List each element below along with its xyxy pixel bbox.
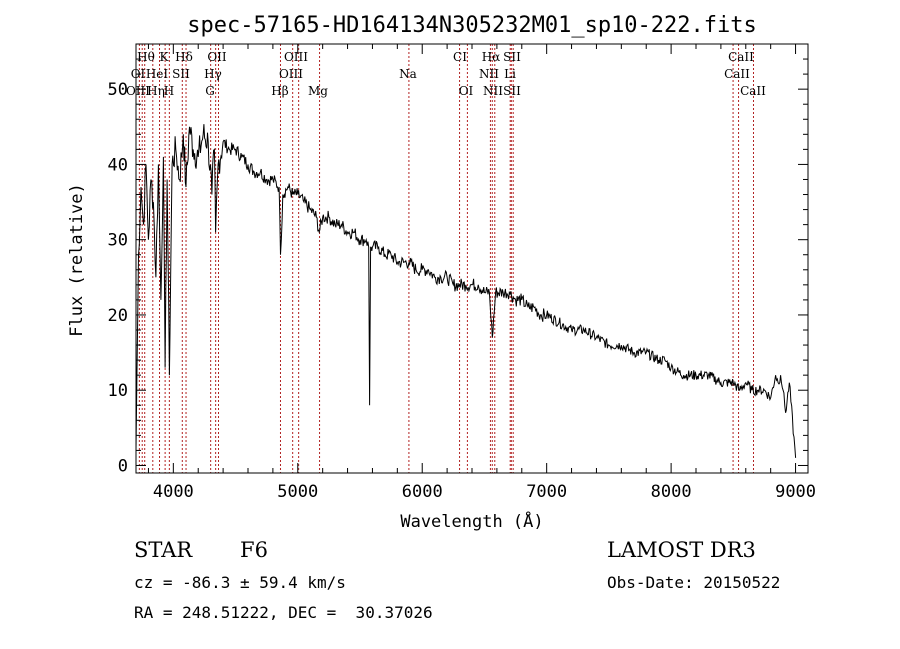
line-label: CaII [740,84,766,98]
x-tick-label: 8000 [651,482,692,502]
survey-name: LAMOST DR3 [607,538,756,562]
x-axis-ticks: 4000 5000 6000 7000 8000 9000 [147,44,816,502]
y-tick-label: 10 [108,381,128,401]
line-label: SII [503,84,521,98]
y-tick-label: 40 [108,155,128,175]
line-label: OIII [126,84,150,98]
line-label: OI [459,84,474,98]
coordinates: RA = 248.51222, DEC = 30.37026 [134,603,433,622]
line-label: H [164,84,174,98]
redshift-cz: cz = -86.3 ± 59.4 km/s [134,573,346,592]
x-tick-label: 7000 [526,482,567,502]
x-axis-label: Wavelength (Å) [400,510,543,532]
line-label: Hθ [137,50,155,64]
line-label: Hβ [271,84,288,98]
line-label: NII [483,84,503,98]
x-tick-label: 6000 [402,482,443,502]
line-label: K [160,50,170,64]
y-tick-label: 0 [118,456,128,476]
y-axis-ticks: 0 10 20 30 40 50 [108,58,808,476]
line-label: CaII [728,50,754,64]
y-tick-label: 30 [108,231,128,251]
x-tick-label: 4000 [153,482,194,502]
line-label: Hα [482,50,501,64]
line-label: SII [172,67,190,81]
line-label: Hη [147,84,165,98]
chart-title: spec-57165-HD164134N305232M01_sp10-222.f… [187,13,757,38]
x-tick-label: 9000 [775,482,816,502]
line-label: Hδ [175,50,193,64]
line-label: Na [399,67,417,81]
line-label: Mg [308,84,328,98]
object-class: STAR [134,538,193,562]
line-label: OIII [284,50,308,64]
line-label: SII [503,50,521,64]
x-tick-label: 5000 [277,482,318,502]
line-label: Hγ [204,67,222,81]
emission-line-markers [138,44,754,473]
line-label: Li [504,67,516,81]
object-subclass: F6 [240,538,268,562]
line-label: OII [207,50,227,64]
y-tick-label: 20 [108,306,128,326]
line-label: HeI [146,67,169,81]
spectrum-line [135,124,797,458]
y-tick-label: 50 [108,80,128,100]
plot-frame [135,43,809,474]
line-label: OIII [279,67,303,81]
line-label: CI [453,50,467,64]
observation-date: Obs-Date: 20150522 [607,573,781,592]
line-label: G [205,84,215,98]
line-label: NII [479,67,499,81]
y-axis-label: Flux (relative) [67,183,87,337]
line-label: CaII [724,67,750,81]
